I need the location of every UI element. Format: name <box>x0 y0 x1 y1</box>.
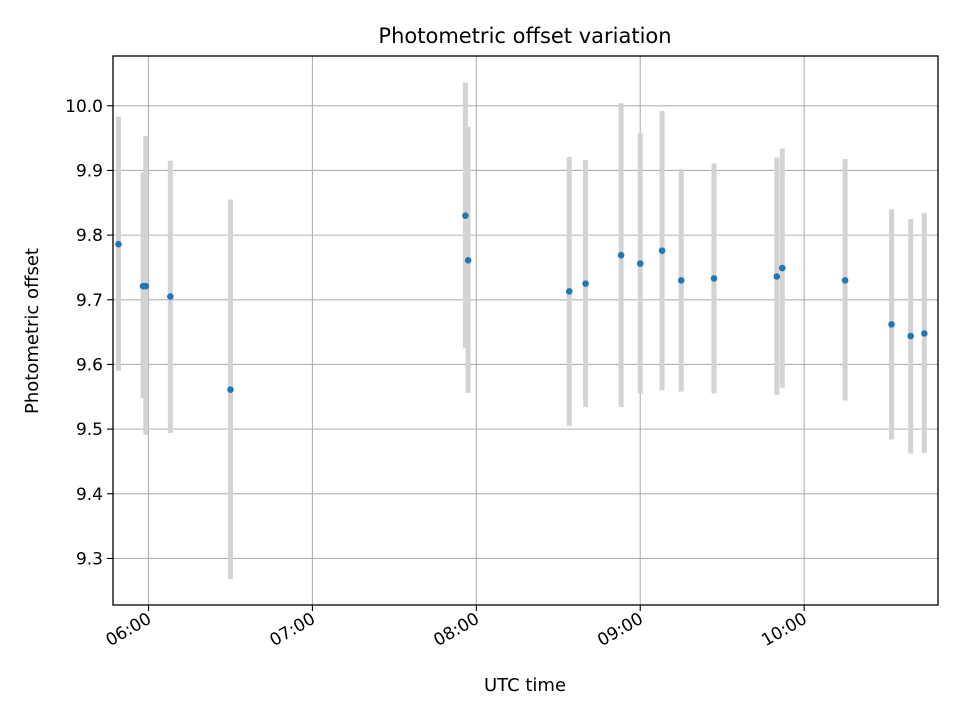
data-point <box>710 275 718 282</box>
data-point <box>677 277 685 284</box>
y-tick-label: 10.0 <box>65 97 103 117</box>
data-point <box>778 264 786 272</box>
data-point <box>636 260 644 267</box>
data-point <box>773 273 781 280</box>
data-point <box>167 293 174 300</box>
y-tick-label: 9.6 <box>76 355 103 375</box>
data-point <box>462 212 469 220</box>
data-point <box>658 247 666 254</box>
data-point <box>921 330 928 337</box>
y-tick-label: 9.8 <box>76 226 103 246</box>
plot-frame <box>112 55 939 606</box>
data-point <box>142 282 150 290</box>
data-points <box>115 212 928 393</box>
y-tick-label: 9.5 <box>76 420 103 440</box>
grid <box>113 56 938 605</box>
y-tick-label: 9.3 <box>76 549 103 569</box>
data-point <box>888 321 895 328</box>
data-point <box>227 386 234 393</box>
data-point <box>617 251 625 259</box>
data-point <box>582 280 589 287</box>
x-axis-label: UTC time <box>484 675 566 696</box>
y-axis-ticks: 9.3 9.4 9.5 9.6 9.7 9.8 9.9 10.0 <box>65 97 113 569</box>
chart-title: Photometric offset variation <box>378 24 671 48</box>
data-point <box>565 288 573 295</box>
y-tick-label: 9.4 <box>76 485 103 505</box>
y-axis-label: Photometric offset <box>22 248 43 414</box>
data-point <box>464 257 472 264</box>
data-point <box>907 332 914 340</box>
data-point <box>115 240 122 248</box>
data-point <box>841 277 849 284</box>
y-tick-label: 9.7 <box>76 291 103 311</box>
y-tick-label: 9.9 <box>76 161 103 181</box>
